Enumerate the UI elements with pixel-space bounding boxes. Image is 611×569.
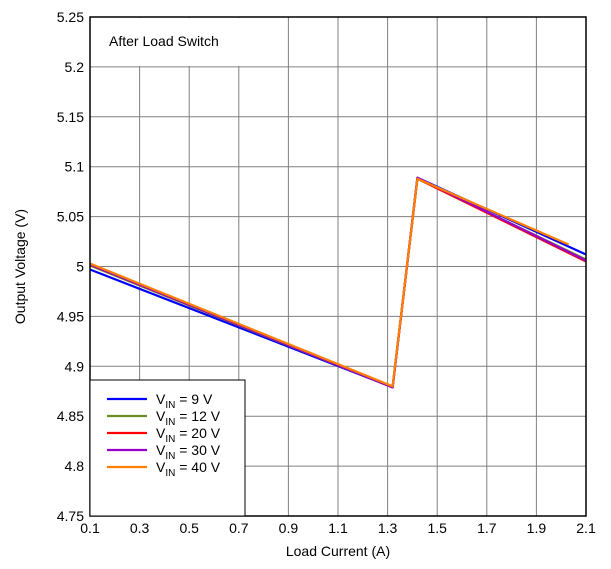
y-tick-label: 4.85 xyxy=(57,408,84,424)
x-axis-label: Load Current (A) xyxy=(286,543,390,559)
x-tick-label: 0.1 xyxy=(80,520,100,536)
legend-label: VIN = 20 V xyxy=(156,425,221,445)
x-tick-label: 0.9 xyxy=(279,520,299,536)
y-tick-label: 4.95 xyxy=(57,308,84,324)
y-tick-label: 5.25 xyxy=(57,9,84,25)
x-tick-label: 1.5 xyxy=(427,520,447,536)
y-tick-label: 4.9 xyxy=(65,358,85,374)
legend-label: VIN = 12 V xyxy=(156,408,221,428)
legend-box xyxy=(89,379,246,517)
x-tick-labels: 0.1 0.3 0.5 0.7 0.9 1.1 1.3 1.5 1.7 1.9 2.1 xyxy=(80,520,596,536)
legend-label: VIN = 30 V xyxy=(156,442,221,462)
annotation-text: After Load Switch xyxy=(109,33,219,49)
legend-label: VIN = 40 V xyxy=(156,459,221,479)
y-tick-labels: 4.75 4.8 4.85 4.9 4.95 5 5.05 5.1 5.15 5.2 5.25 xyxy=(57,9,84,524)
y-tick-label: 5.2 xyxy=(65,59,85,75)
x-tick-label: 2.1 xyxy=(576,520,596,536)
x-tick-label: 0.7 xyxy=(229,520,249,536)
y-tick-label: 4.8 xyxy=(65,458,85,474)
series-lines xyxy=(89,176,587,389)
x-tick-label: 0.5 xyxy=(179,520,199,536)
x-tick-label: 1.1 xyxy=(328,520,348,536)
y-tick-label: 5.05 xyxy=(57,209,84,225)
y-tick-label: 5 xyxy=(76,259,84,275)
y-tick-label: 5.1 xyxy=(65,159,85,175)
y-tick-label: 5.15 xyxy=(57,109,84,125)
series-line-4 xyxy=(89,177,570,388)
plot-frame xyxy=(89,16,587,517)
x-tick-label: 1.3 xyxy=(378,520,398,536)
annotation-box: After Load Switch xyxy=(91,18,257,66)
legend-label: VIN = 9 V xyxy=(156,391,213,411)
x-tick-label: 1.7 xyxy=(477,520,497,536)
y-axis-label: Output Voltage (V) xyxy=(12,209,28,324)
x-tick-label: 0.3 xyxy=(130,520,150,536)
y-tick-label: 4.75 xyxy=(57,508,84,524)
x-tick-label: 1.9 xyxy=(527,520,547,536)
